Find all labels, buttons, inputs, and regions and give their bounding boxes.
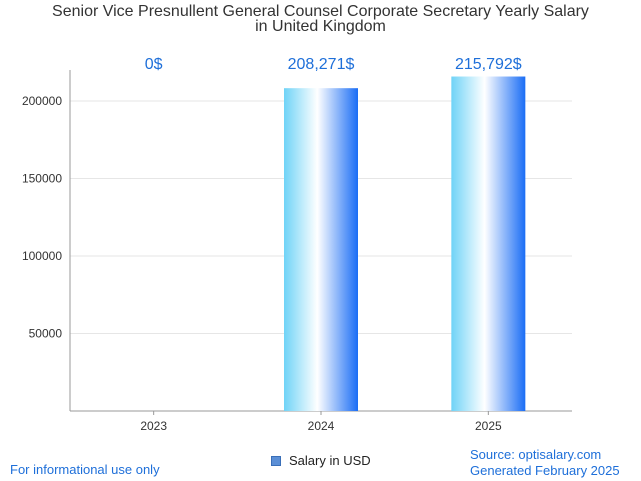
legend-label: Salary in USD [289,453,371,468]
chart-title-line2: in United Kingdom [255,18,386,35]
disclaimer-text: For informational use only [10,462,160,477]
data-label: 0$ [145,56,163,73]
y-tick-label: 50000 [29,327,63,341]
y-tick-label: 200000 [22,94,62,108]
generated-text: Generated February 2025 [470,463,620,478]
source-info: Source: optisalary.com Generated Februar… [470,447,620,479]
bar [451,76,526,411]
bars [284,76,526,412]
bar [284,88,358,412]
chart-title: Senior Vice Presnullent General Counsel … [0,3,641,35]
y-tick-label: 100000 [22,249,62,263]
labels: 50000 100000 150000 200000 2023 0$ 2024 208,271… [22,56,522,433]
legend-swatch [271,455,281,466]
x-tick-label: 2024 [308,419,335,433]
x-tick-label: 2025 [475,419,502,433]
data-label: 215,792$ [455,56,522,73]
y-tick-label: 150000 [22,172,62,186]
source-text: Source: optisalary.com [470,447,602,462]
chart-title-line1: Senior Vice Presnullent General Counsel … [52,3,589,20]
x-tick-label: 2023 [140,419,167,433]
legend[interactable]: Salary in USD [271,453,371,468]
data-label: 208,271$ [288,56,355,73]
